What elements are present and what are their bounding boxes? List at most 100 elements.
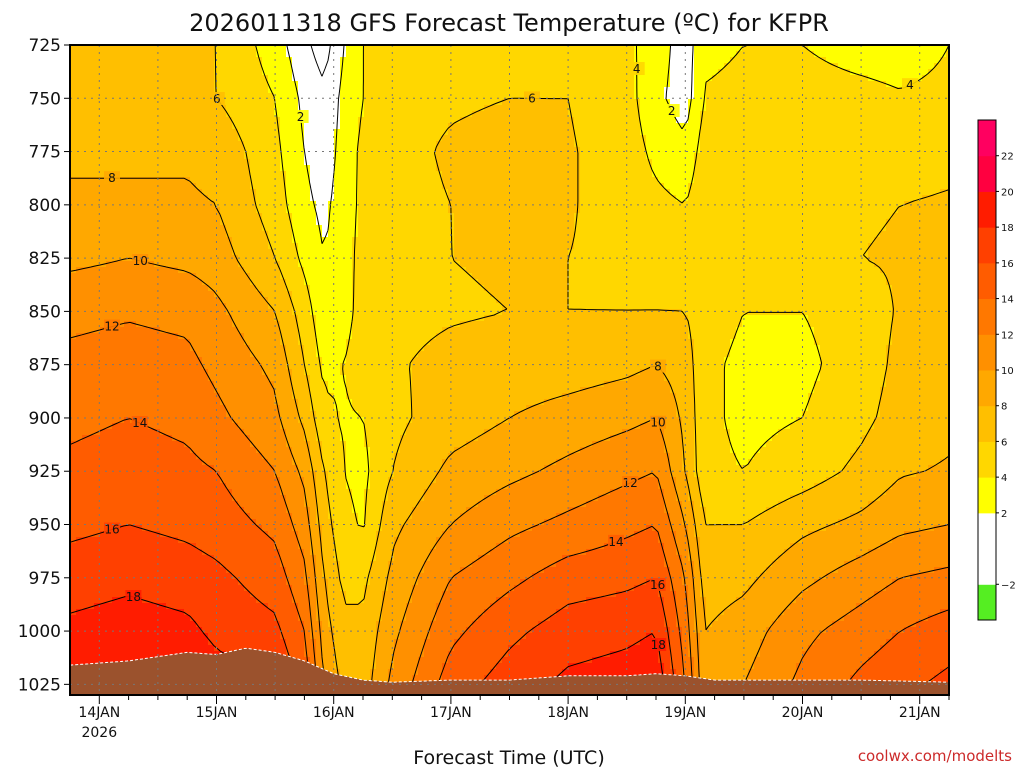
heat-cell xyxy=(448,135,455,142)
heat-cell xyxy=(100,237,107,244)
heat-cell xyxy=(100,231,107,238)
heat-cell xyxy=(298,189,305,196)
heat-cell xyxy=(76,51,83,58)
heat-cell xyxy=(154,243,161,250)
heat-cell xyxy=(436,153,443,160)
heat-cell xyxy=(472,147,479,154)
heat-cell xyxy=(904,219,911,226)
heat-cell xyxy=(802,81,809,88)
heat-cell xyxy=(808,153,815,160)
heat-cell xyxy=(898,153,905,160)
heat-cell xyxy=(364,75,371,82)
heat-cell xyxy=(844,51,851,58)
heat-cell xyxy=(340,213,347,220)
heat-cell xyxy=(424,51,431,58)
heat-cell xyxy=(814,141,821,148)
heat-cell xyxy=(562,177,569,184)
heat-cell xyxy=(688,51,695,58)
heat-cell xyxy=(226,135,233,142)
heat-cell xyxy=(166,153,173,160)
heat-cell xyxy=(214,123,221,130)
heat-cell xyxy=(700,201,707,208)
heat-cell xyxy=(358,129,365,136)
heat-cell xyxy=(616,63,623,70)
heat-cell xyxy=(124,213,131,220)
heat-cell xyxy=(790,153,797,160)
heat-cell xyxy=(892,99,899,106)
heat-cell xyxy=(928,93,935,100)
heat-cell xyxy=(676,165,683,172)
heat-cell xyxy=(796,93,803,100)
heat-cell xyxy=(370,159,377,166)
heat-cell xyxy=(244,57,251,64)
heat-cell xyxy=(898,177,905,184)
heat-cell xyxy=(670,135,677,142)
heat-cell xyxy=(460,183,467,190)
heat-cell xyxy=(256,171,263,178)
heat-cell xyxy=(394,99,401,106)
heat-cell xyxy=(430,147,437,154)
heat-cell xyxy=(544,177,551,184)
heat-cell xyxy=(154,213,161,220)
heat-cell xyxy=(340,63,347,70)
heat-cell xyxy=(118,117,125,124)
heat-cell xyxy=(820,117,827,124)
heat-cell xyxy=(88,231,95,238)
heat-cell xyxy=(256,75,263,82)
heat-cell xyxy=(700,171,707,178)
heat-cell xyxy=(316,213,323,220)
heat-cell xyxy=(580,135,587,142)
heat-cell xyxy=(76,171,83,178)
heat-cell xyxy=(544,243,551,250)
heat-cell xyxy=(118,147,125,154)
heat-cell xyxy=(928,87,935,94)
heat-cell xyxy=(310,81,317,88)
heat-cell xyxy=(370,129,377,136)
heat-cell xyxy=(724,75,731,82)
heat-cell xyxy=(370,111,377,118)
heat-cell xyxy=(124,147,131,154)
heat-cell xyxy=(214,183,221,190)
heat-cell xyxy=(340,237,347,244)
heat-cell xyxy=(784,201,791,208)
heat-cell xyxy=(112,57,119,64)
heat-cell xyxy=(280,51,287,58)
heat-cell xyxy=(700,69,707,76)
heat-cell xyxy=(190,45,197,52)
heat-cell xyxy=(886,189,893,196)
heat-cell xyxy=(358,243,365,250)
heat-cell xyxy=(448,75,455,82)
heat-cell xyxy=(706,237,713,244)
heat-cell xyxy=(646,129,653,136)
heat-cell xyxy=(406,69,413,76)
heat-cell xyxy=(436,171,443,178)
heat-cell xyxy=(586,225,593,232)
heat-cell xyxy=(886,117,893,124)
heat-cell xyxy=(904,105,911,112)
heat-cell xyxy=(622,57,629,64)
heat-cell xyxy=(196,69,203,76)
heat-cell xyxy=(292,123,299,130)
heat-cell xyxy=(466,105,473,112)
heat-cell xyxy=(802,219,809,226)
heat-cell xyxy=(196,207,203,214)
heat-cell xyxy=(610,63,617,70)
heat-cell xyxy=(592,153,599,160)
heat-cell xyxy=(202,231,209,238)
heat-cell xyxy=(352,93,359,100)
heat-cell xyxy=(148,111,155,118)
heat-cell xyxy=(430,123,437,130)
heat-cell xyxy=(304,51,311,58)
heat-cell xyxy=(376,45,383,52)
heat-cell xyxy=(850,45,857,52)
heat-cell xyxy=(220,237,227,244)
heat-cell xyxy=(778,87,785,94)
heat-cell xyxy=(934,225,941,232)
heat-cell xyxy=(916,129,923,136)
heat-cell xyxy=(904,69,911,76)
heat-cell xyxy=(328,159,335,166)
heat-cell xyxy=(676,117,683,124)
heat-cell xyxy=(940,87,947,94)
heat-cell xyxy=(466,225,473,232)
heat-cell xyxy=(466,51,473,58)
